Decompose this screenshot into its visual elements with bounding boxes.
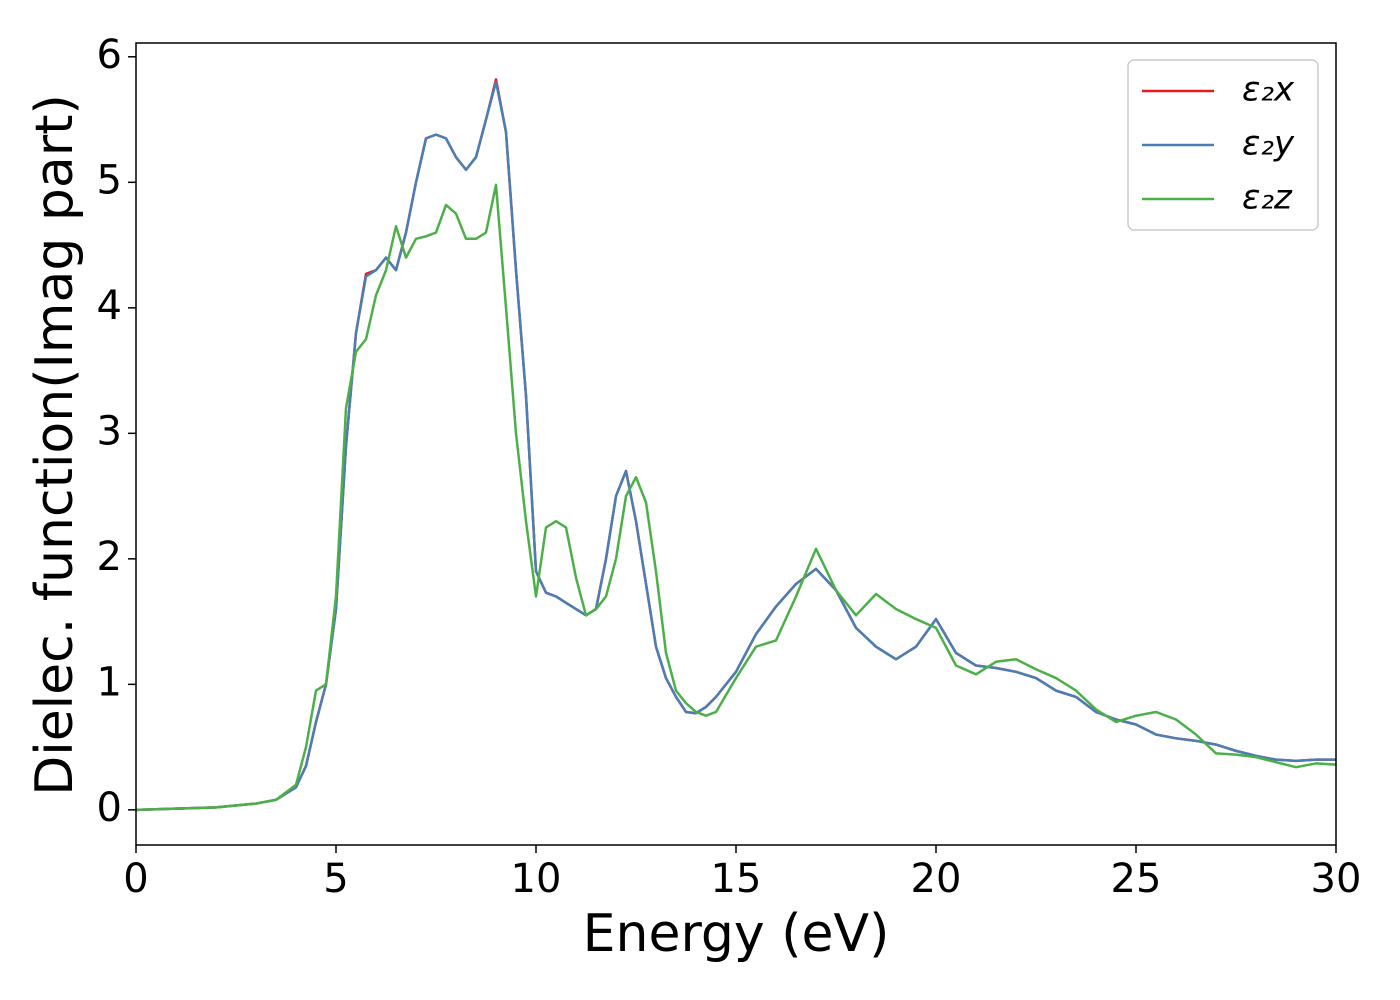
y-tick-label: 0 <box>97 785 122 831</box>
x-tick-label: 10 <box>511 856 562 902</box>
series-line <box>136 80 1336 812</box>
y-axis-label: Dielec. function(Imag part) <box>25 94 85 796</box>
legend-label: ε₂y <box>1242 124 1295 164</box>
legend-label: ε₂x <box>1242 70 1295 110</box>
x-tick-label: 20 <box>911 856 962 902</box>
legend-box <box>1127 59 1319 231</box>
x-tick-label: 25 <box>1111 856 1162 902</box>
series-line <box>136 183 1336 812</box>
y-tick-label: 1 <box>97 659 122 705</box>
y-tick-label: 5 <box>97 157 122 203</box>
x-tick-label: 15 <box>711 856 762 902</box>
y-tick-label: 6 <box>97 32 122 78</box>
x-tick-label: 5 <box>323 856 348 902</box>
legend-label: ε₂z <box>1242 178 1293 218</box>
y-tick-label: 4 <box>97 283 122 329</box>
y-tick-label: 3 <box>97 408 122 454</box>
x-axis-label: Energy (eV) <box>583 904 890 964</box>
plot-frame <box>135 42 1337 846</box>
x-tick-label: 0 <box>123 856 148 902</box>
x-tick-label: 30 <box>1311 856 1362 902</box>
legend: ε₂x ε₂y ε₂z <box>1127 59 1319 231</box>
y-tick-label: 2 <box>97 534 122 580</box>
